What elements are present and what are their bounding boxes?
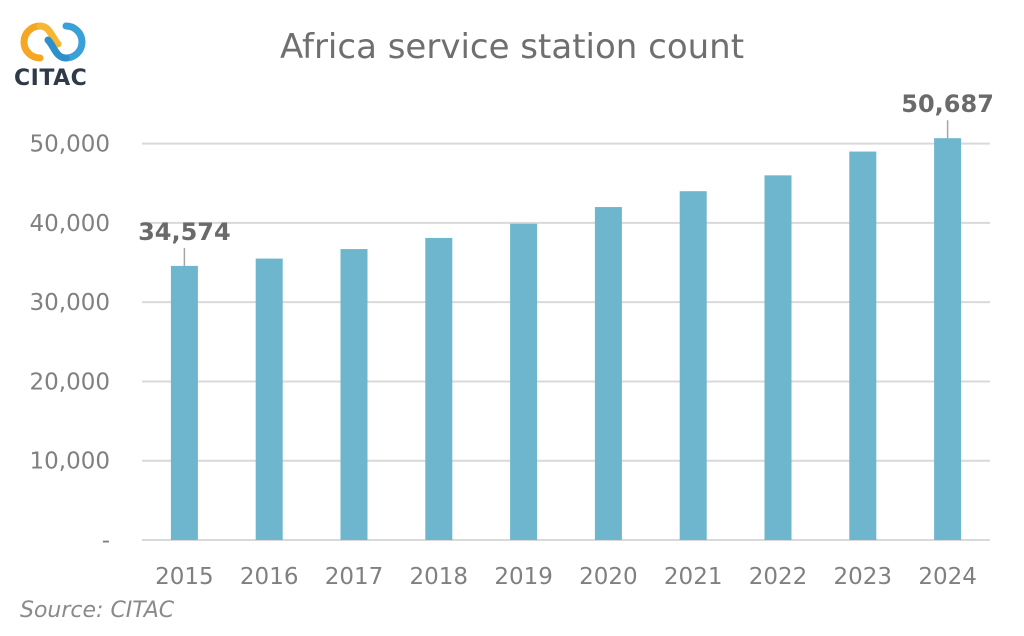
y-tick-label: 40,000 [30, 211, 110, 237]
bar [934, 138, 962, 541]
bar [679, 191, 707, 540]
y-tick-label: 50,000 [30, 132, 110, 158]
y-tick-label: 20,000 [30, 369, 110, 395]
y-tick-label: 30,000 [30, 290, 110, 316]
x-tick-label: 2016 [240, 564, 299, 590]
x-tick-label: 2018 [410, 564, 469, 590]
bar [255, 258, 283, 540]
x-tick-label: 2023 [834, 564, 893, 590]
bar [510, 223, 538, 540]
bar [170, 265, 198, 540]
x-tick-label: 2024 [918, 564, 977, 590]
citac-logo [10, 16, 100, 96]
bars [170, 138, 962, 541]
x-tick-label: 2015 [155, 564, 214, 590]
x-tick-label: 2019 [494, 564, 553, 590]
bar [340, 249, 368, 540]
data-labels: 34,574 50,687 [138, 90, 994, 266]
x-tick-label: 2021 [664, 564, 723, 590]
x-tick-label: 2020 [579, 564, 638, 590]
bar [764, 175, 792, 540]
y-tick-label: - [102, 528, 110, 554]
linked-rings-logo-icon [20, 22, 86, 62]
x-tick-label: 2022 [749, 564, 808, 590]
data-label: 34,574 [138, 218, 231, 246]
source-note: Source: CITAC [20, 598, 175, 623]
y-tick-label: 10,000 [30, 449, 110, 475]
chart-title: Africa service station count [280, 27, 744, 67]
axes: - 10,000 20,000 30,000 40,000 50,000 2015 2016 2… [30, 132, 977, 590]
bar [425, 237, 453, 541]
bar [594, 207, 622, 540]
bar [849, 151, 877, 540]
x-tick-label: 2017 [325, 564, 384, 590]
data-label: 50,687 [901, 90, 994, 118]
gridlines [142, 142, 990, 541]
logo-text: CITAC [14, 66, 88, 91]
